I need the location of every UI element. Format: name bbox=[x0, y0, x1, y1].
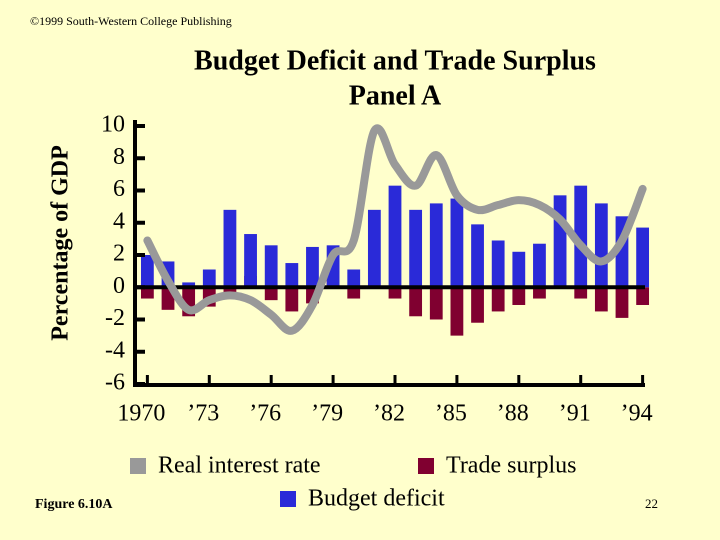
bar bbox=[140, 287, 154, 299]
bar bbox=[285, 287, 299, 312]
y-tick-label: 6 bbox=[113, 176, 125, 202]
plot: -6 -4 -2 0 2 4 6 8 10 1970 ’73 ’76 ’79 ’82 ’85 ’88 ’91 ’9… bbox=[101, 112, 653, 512]
bar bbox=[429, 287, 443, 320]
bar bbox=[450, 287, 464, 336]
y-tick-label: 2 bbox=[113, 241, 125, 267]
bar bbox=[553, 195, 567, 288]
bar bbox=[388, 287, 402, 299]
bar bbox=[367, 209, 381, 288]
y-tick-label: -4 bbox=[105, 337, 125, 363]
bar bbox=[409, 209, 423, 288]
line bbox=[143, 124, 647, 335]
x-tick-label: ’79 bbox=[311, 401, 343, 427]
bar bbox=[533, 287, 546, 299]
bar bbox=[636, 227, 650, 288]
copyright: ©1999 South-Western College Publishing bbox=[30, 14, 232, 28]
legend-swatch bbox=[130, 458, 146, 474]
bar bbox=[347, 269, 361, 288]
legend-swatch bbox=[280, 491, 296, 507]
y-tick-label: -2 bbox=[105, 305, 125, 331]
bar bbox=[471, 224, 484, 288]
legend-label: Real interest rate bbox=[158, 453, 321, 479]
bar bbox=[388, 185, 402, 288]
y-tick-label: 4 bbox=[113, 208, 125, 234]
x-tick-label: ’85 bbox=[435, 401, 467, 427]
bar bbox=[306, 246, 319, 288]
bar bbox=[264, 287, 278, 301]
bar bbox=[533, 243, 546, 288]
legend-label: Budget deficit bbox=[308, 486, 445, 512]
figure-label: Figure 6.10A bbox=[35, 497, 113, 512]
bar bbox=[615, 287, 629, 318]
bar bbox=[429, 203, 443, 288]
y-tick-label: 0 bbox=[113, 273, 125, 299]
x-tick-label: ’91 bbox=[559, 401, 591, 427]
x-tick-label: ’73 bbox=[187, 401, 219, 427]
bar bbox=[264, 245, 278, 288]
y-tick-label: 10 bbox=[101, 112, 125, 138]
bar bbox=[491, 240, 505, 288]
bar bbox=[182, 282, 196, 288]
chart-subtitle: Panel A bbox=[349, 80, 442, 111]
bar bbox=[409, 287, 423, 317]
x-tick-label: ’76 bbox=[249, 401, 281, 427]
bar bbox=[140, 255, 154, 288]
bar bbox=[636, 287, 650, 305]
bar bbox=[512, 251, 526, 288]
x-tick-label: ’94 bbox=[621, 401, 653, 427]
x-tick-label: 1970 bbox=[117, 401, 165, 427]
y-tick-label: -6 bbox=[105, 370, 125, 396]
chart-title: Budget Deficit and Trade Surplus bbox=[194, 45, 596, 76]
legend-label: Trade surplus bbox=[446, 453, 576, 479]
bar bbox=[594, 287, 608, 312]
bar bbox=[594, 203, 608, 288]
x-tick-label: ’82 bbox=[373, 401, 405, 427]
x-tick-label: ’88 bbox=[497, 401, 529, 427]
bar bbox=[574, 287, 588, 299]
y-tick-label: 8 bbox=[113, 144, 125, 170]
bar bbox=[285, 263, 299, 288]
legend-swatch bbox=[418, 458, 434, 474]
page-number: 22 bbox=[645, 496, 658, 511]
y-axis-label: Percentage of GDP bbox=[48, 145, 74, 340]
bar bbox=[512, 287, 526, 305]
bar bbox=[471, 287, 484, 323]
bar bbox=[347, 287, 361, 299]
bar bbox=[450, 198, 464, 288]
bar bbox=[574, 185, 588, 288]
bar bbox=[244, 234, 257, 288]
bar bbox=[223, 209, 237, 288]
bar bbox=[491, 287, 505, 312]
bar bbox=[202, 269, 216, 288]
